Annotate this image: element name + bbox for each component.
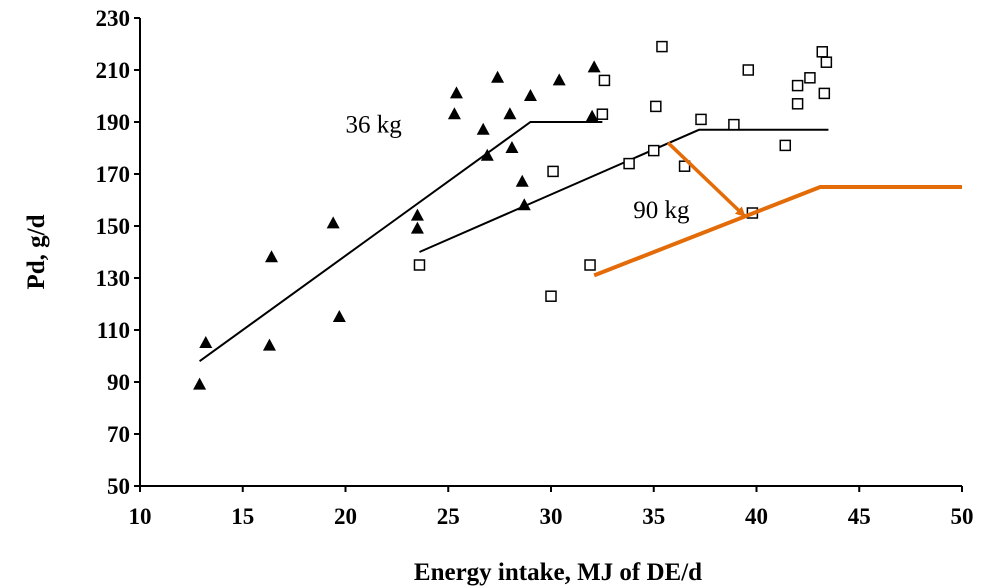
y-tick-label: 90	[107, 370, 130, 395]
y-tick-label: 210	[96, 58, 131, 83]
point-square	[648, 144, 660, 157]
x-tick-label: 10	[129, 504, 152, 529]
overlay-arrow	[666, 141, 746, 217]
point-square	[695, 113, 707, 126]
point-square	[656, 40, 668, 53]
y-ticks: 50 70 90 110 130 150 170 190 210 230	[96, 6, 140, 499]
point-triangle	[193, 377, 207, 390]
y-tick-label: 70	[107, 422, 130, 447]
point-triangle	[449, 86, 463, 99]
point-triangle	[199, 336, 213, 348]
point-square	[596, 108, 609, 120]
point-square	[791, 98, 804, 110]
point-triangle	[515, 174, 529, 187]
point-triangle	[491, 70, 505, 83]
point-triangle	[447, 107, 461, 120]
x-axis-title: Energy intake, MJ of DE/d	[414, 559, 702, 586]
y-axis-title: Pd, g/d	[23, 214, 50, 289]
point-triangle	[262, 338, 276, 351]
data-points	[193, 40, 833, 390]
y-tick-label: 50	[107, 474, 130, 499]
point-triangle	[585, 109, 599, 122]
annotation-label: 36 kg	[346, 111, 403, 138]
point-triangle	[480, 148, 494, 161]
y-tick-label: 130	[96, 266, 131, 291]
point-square	[623, 157, 635, 170]
x-tick-label: 45	[848, 504, 871, 529]
point-triangle	[552, 73, 566, 86]
point-triangle	[332, 310, 346, 322]
point-square	[820, 56, 833, 68]
point-square	[584, 259, 596, 271]
y-tick-label: 110	[97, 318, 130, 343]
x-tick-label: 30	[540, 504, 563, 529]
point-square	[413, 259, 426, 271]
axes	[139, 18, 962, 487]
point-triangle	[265, 250, 279, 263]
point-triangle	[517, 198, 531, 211]
x-tick-label: 20	[334, 504, 357, 529]
point-square	[545, 290, 557, 302]
y-tick-label: 230	[96, 6, 131, 31]
point-triangle	[587, 60, 601, 73]
point-square	[742, 64, 755, 76]
fit-line-36-kg	[199, 121, 603, 363]
point-triangle	[505, 141, 519, 153]
point-square	[598, 74, 611, 87]
y-tick-label: 150	[96, 214, 131, 239]
point-square	[818, 87, 831, 100]
fit-lines	[199, 121, 829, 363]
point-triangle	[326, 216, 340, 229]
point-square	[791, 79, 804, 92]
point-square	[804, 72, 816, 84]
x-tick-label: 25	[437, 504, 460, 529]
overlay-line	[593, 185, 962, 278]
point-square	[728, 118, 740, 131]
point-square	[650, 100, 662, 113]
x-tick-label: 40	[745, 504, 768, 529]
annotation-label: 90 kg	[633, 197, 690, 224]
y-tick-label: 170	[96, 162, 131, 187]
x-tick-label: 15	[231, 504, 254, 529]
point-triangle	[523, 89, 537, 101]
annotations: 36 kg 90 kg	[346, 111, 690, 224]
point-square	[547, 165, 559, 178]
orange-overlay	[593, 141, 962, 278]
x-tick-label: 50	[951, 504, 974, 529]
fit-line-90-kg	[419, 128, 829, 253]
point-triangle	[410, 221, 424, 234]
x-ticks: 10 15 20 25 30 35 40 45 50	[129, 486, 974, 529]
y-tick-label: 190	[96, 110, 131, 135]
x-tick-label: 35	[642, 504, 665, 529]
point-square	[678, 160, 691, 172]
point-square	[816, 46, 829, 58]
point-triangle	[410, 208, 424, 221]
point-triangle	[503, 107, 517, 120]
point-square	[779, 139, 792, 152]
point-triangle	[476, 122, 490, 135]
